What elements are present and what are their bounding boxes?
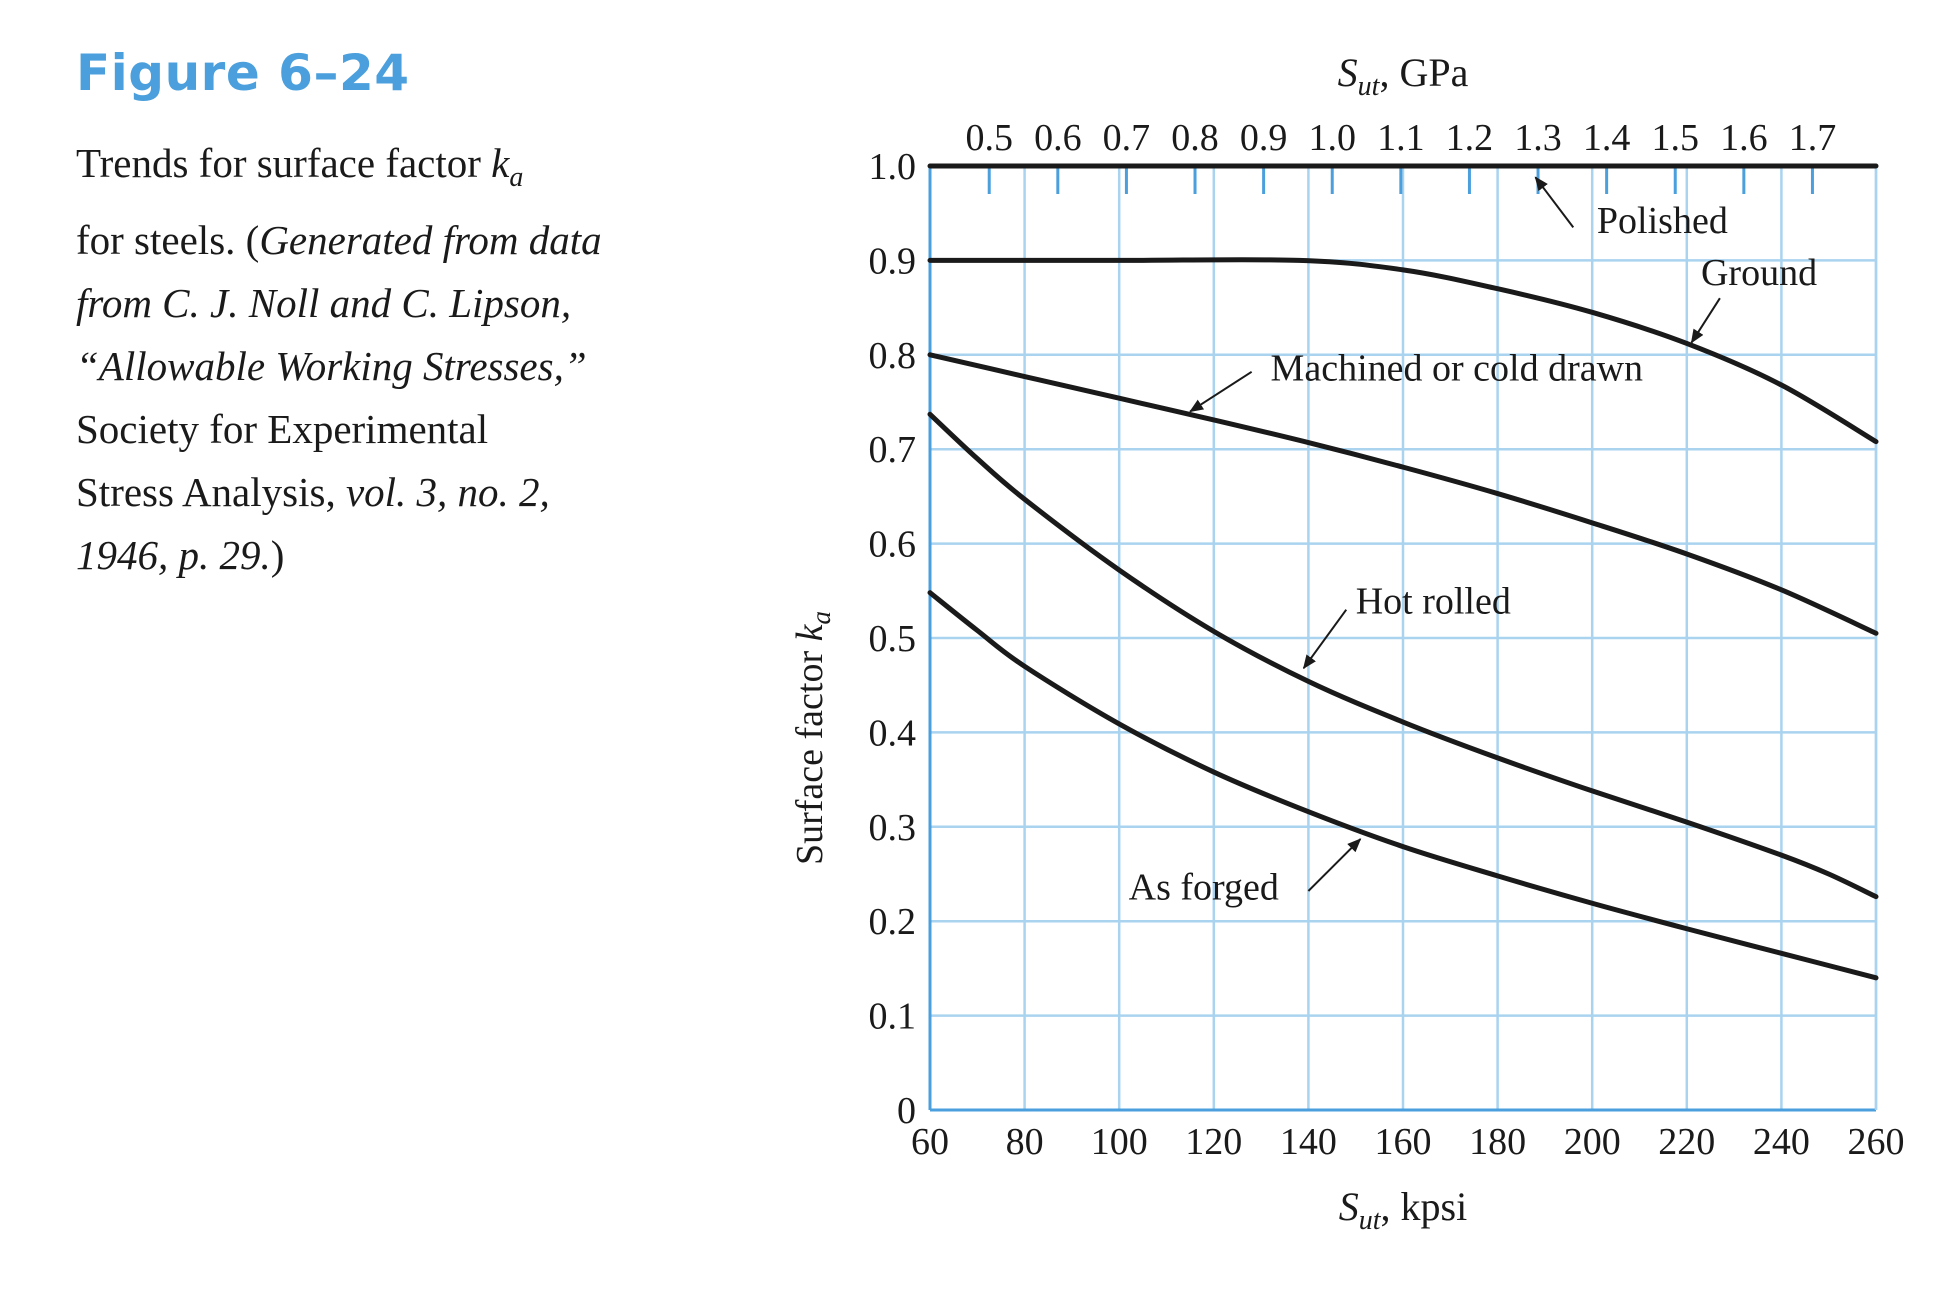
series-line-ground: [927, 257, 1879, 445]
top-tick-label: 1.4: [1583, 117, 1631, 159]
top-tick-label: 1.5: [1651, 117, 1699, 159]
caption-line-6: Stress Analysis, vol. 3, no. 2,: [76, 469, 550, 515]
y-tick-label: 0.7: [869, 429, 917, 471]
x-axis-title: Sut, kpsi: [1339, 1184, 1467, 1236]
top-tick-label: 1.2: [1446, 117, 1494, 159]
series-line-hot-rolled: [927, 411, 1879, 900]
caption-text-italic: vol. 3, no. 2,: [345, 469, 550, 516]
grid: [928, 164, 1878, 1112]
x-tick-label: 140: [1280, 1121, 1337, 1163]
top-gpa-axis: 0.5 0.6 0.7 0.8 0.9 1.0 1.1 1.2 1.3 1.4 1.5 1.6 1.7: [965, 117, 1836, 194]
x-tick-label: 160: [1375, 1121, 1432, 1163]
annotation-label-machined-or-cold-drawn: Machined or cold drawn: [1271, 347, 1644, 389]
y-tick-label: 0.3: [869, 807, 917, 849]
caption-line-1: Trends for surface factor ka: [76, 140, 523, 193]
axes: [928, 166, 1878, 1112]
x-tick-label: 180: [1469, 1121, 1526, 1163]
caption-symbol-k: k: [491, 140, 510, 186]
series-group: [927, 163, 1879, 981]
top-tick-label: 1.7: [1789, 117, 1837, 159]
figure-caption: Trends for surface factor ka for steels.…: [76, 132, 716, 587]
top-tick-label: 1.6: [1720, 117, 1768, 159]
caption-line-2: for steels. (Generated from data: [76, 217, 602, 263]
caption-line-4: “Allowable Working Stresses,”: [76, 343, 587, 390]
y-tick-label: 0.9: [869, 240, 917, 282]
x-tick-label: 220: [1658, 1121, 1715, 1163]
top-tick-label: 1.3: [1514, 117, 1562, 159]
caption-subscript-a: a: [509, 162, 524, 194]
annotation-arrow-machined-or-cold-drawn: [1189, 370, 1253, 413]
top-tick-label: 0.5: [965, 117, 1013, 159]
caption-text-italic: Generated from data: [259, 217, 602, 264]
y-tick-label: 1.0: [869, 146, 917, 188]
annotation-arrow-hot-rolled: [1302, 609, 1348, 670]
top-axis-title: Sut, GPa: [1338, 50, 1469, 102]
caption-text-italic: 1946, p. 29.: [76, 532, 271, 579]
top-tick-label: 0.9: [1240, 117, 1288, 159]
y-tick-label: 0.5: [869, 618, 917, 660]
x-tick-label: 260: [1848, 1121, 1905, 1163]
series-line-as-forged: [927, 590, 1879, 981]
x-tick-label: 200: [1564, 1121, 1621, 1163]
caption-text: Stress Analysis,: [76, 469, 346, 516]
figure-label: Figure 6–24: [76, 44, 410, 102]
y-tick-label: 0.1: [869, 996, 917, 1038]
caption-text: Trends for surface factor: [76, 140, 492, 186]
annotation-label-polished: Polished: [1597, 200, 1728, 242]
y-tick-label: 0.2: [869, 901, 917, 943]
caption-line-3: from C. J. Noll and C. Lipson,: [76, 280, 572, 327]
caption-text: ): [270, 532, 285, 579]
annotations: Polished Ground Machined or cold drawn Hot …: [1129, 176, 1817, 908]
y-tick-label: 0.4: [869, 712, 917, 754]
annotation-label-as-forged: As forged: [1129, 866, 1279, 908]
top-tick-label: 0.7: [1103, 117, 1151, 159]
caption-line-7: 1946, p. 29.): [76, 532, 284, 578]
caption-line-5: Society for Experimental: [76, 406, 489, 453]
annotation-arrow-ground: [1690, 297, 1721, 344]
top-tick-label: 0.6: [1034, 117, 1082, 159]
y-tick-label: 0.6: [869, 524, 917, 566]
x-tick-label: 60: [911, 1121, 949, 1163]
caption-text: for steels. (: [76, 217, 260, 264]
annotation-arrow-polished: [1534, 176, 1575, 228]
x-tick-label: 100: [1091, 1121, 1148, 1163]
tick-labels: 60 80 100 120 140 160 180 200 220 240 260 0 0.1 0.2 0.…: [869, 146, 1905, 1163]
x-tick-label: 240: [1753, 1121, 1810, 1163]
y-tick-label: 0.8: [869, 335, 917, 377]
top-tick-label: 1.0: [1308, 117, 1356, 159]
series-line-machined-or-cold-drawn: [927, 352, 1879, 636]
annotation-arrow-as-forged: [1307, 838, 1362, 892]
annotation-label-ground: Ground: [1701, 252, 1817, 294]
x-tick-label: 80: [1006, 1121, 1044, 1163]
top-tick-label: 1.1: [1377, 117, 1425, 159]
x-tick-label: 120: [1185, 1121, 1242, 1163]
top-tick-label: 0.8: [1171, 117, 1219, 159]
annotation-label-hot-rolled: Hot rolled: [1356, 580, 1511, 622]
y-axis-title: Surface factor ka: [789, 611, 836, 865]
y-tick-label: 0: [897, 1090, 916, 1132]
